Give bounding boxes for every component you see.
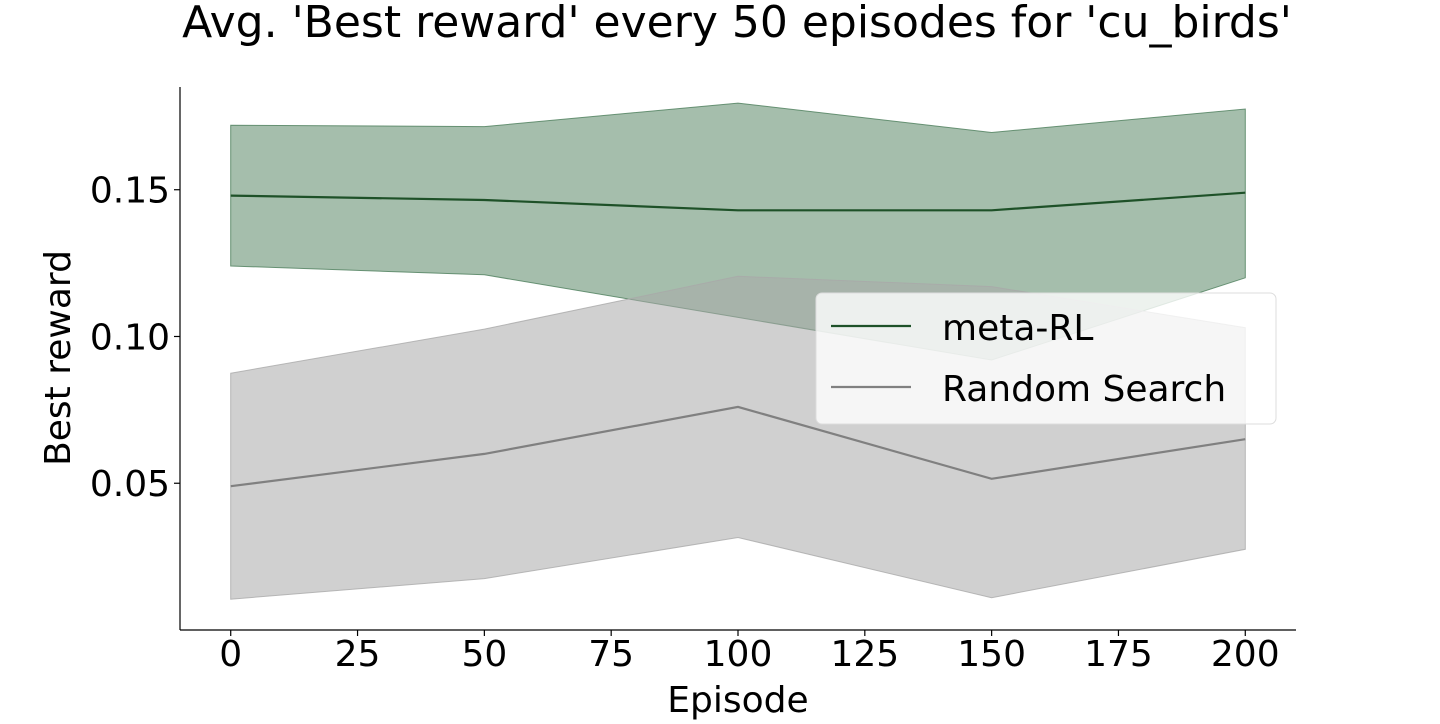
x-tick-label: 100 bbox=[704, 634, 773, 675]
x-axis-label: Episode bbox=[667, 680, 808, 720]
x-tick-label: 75 bbox=[588, 634, 634, 675]
x-axis-ticks: 0 25 50 75 100 125 150 175 200 bbox=[219, 630, 1279, 675]
legend-label-meta-rl: meta-RL bbox=[942, 308, 1093, 349]
chart-title: Avg. 'Best reward' every 50 episodes for… bbox=[182, 0, 1292, 48]
x-tick-label: 0 bbox=[219, 634, 242, 675]
y-axis-label: Best reward bbox=[38, 250, 79, 466]
y-tick-label: 0.10 bbox=[90, 317, 170, 358]
x-tick-label: 150 bbox=[957, 634, 1026, 675]
y-tick-label: 0.05 bbox=[90, 464, 170, 505]
x-tick-label: 125 bbox=[830, 634, 899, 675]
y-axis-ticks: 0.05 0.10 0.15 bbox=[90, 171, 180, 506]
legend: meta-RL Random Search bbox=[816, 293, 1276, 424]
x-tick-label: 175 bbox=[1084, 634, 1153, 675]
y-tick-label: 0.15 bbox=[90, 171, 170, 212]
x-tick-label: 25 bbox=[335, 634, 381, 675]
x-tick-label: 50 bbox=[461, 634, 507, 675]
legend-label-random-search: Random Search bbox=[942, 369, 1226, 410]
x-tick-label: 200 bbox=[1211, 634, 1280, 675]
